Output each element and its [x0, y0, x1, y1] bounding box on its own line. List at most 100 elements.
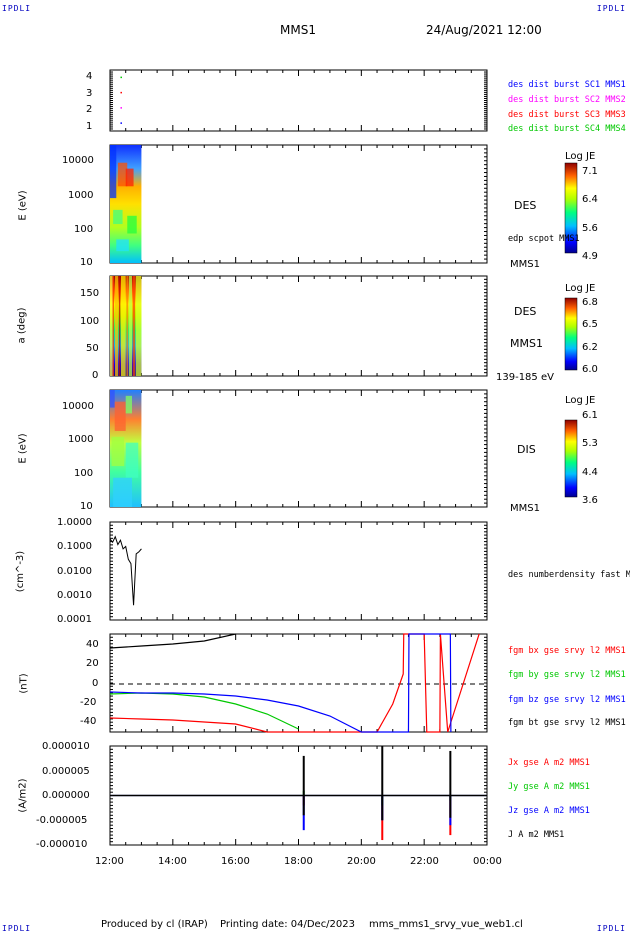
- des-pitch-cell: [132, 276, 136, 376]
- des-energy-ytitle: E (eV): [17, 190, 29, 221]
- bfield-legend-bt: fgm bt gse srvy l2 MMS1: [508, 718, 626, 728]
- current-ytick-m5e-6: -0.000005: [36, 815, 88, 826]
- current-legend-j: J A m2 MMS1: [508, 830, 565, 840]
- x-tick-1800: 18:00: [284, 856, 313, 867]
- density-ytick-0001: 0.0010: [57, 590, 92, 601]
- des-pitch-mms1-label: MMS1: [510, 337, 543, 350]
- des-energy-ytick-1000: 1000: [68, 190, 94, 201]
- x-tick-1600: 16:00: [221, 856, 250, 867]
- irap-corner-bl: IPDLI: [2, 924, 32, 933]
- x-tick-0000: 00:00: [473, 856, 502, 867]
- dis-energy-cell: [111, 436, 125, 467]
- des-energy-cell: [110, 145, 117, 199]
- footer-filename: mms_mms1_srvy_vue_web1.cl: [369, 919, 523, 930]
- bfield-legend-by: fgm by gse srvy l2 MMS1: [508, 670, 626, 680]
- spacecraft-title: MMS1: [280, 23, 316, 37]
- dis-energy-ytick-10000: 10000: [62, 401, 94, 412]
- des-energy-cbar-tick-1: 6.4: [582, 194, 598, 205]
- burst-legend-sc2: des dist burst SC2 MMS2: [508, 95, 626, 105]
- current-ytitle: (A/m2): [17, 778, 29, 813]
- datetime-title: 24/Aug/2021 12:00: [426, 23, 542, 37]
- des-energy-label: DES: [514, 199, 537, 212]
- dis-energy-cell: [125, 442, 139, 478]
- burst-ytick-3: 3: [86, 88, 93, 99]
- current-ytick-1e-5: 0.000010: [42, 741, 90, 752]
- des-pitch-energy-range: 139-185 eV: [496, 372, 554, 383]
- bfield-ytick-m20: -20: [80, 697, 97, 708]
- des-pitch-cbar-tick-3: 6.0: [582, 364, 598, 375]
- frame-desE: [109, 144, 488, 264]
- bfield-ytitle: (nT): [18, 673, 30, 694]
- des-energy-cell: [117, 162, 128, 187]
- dis-energy-ytick-10: 10: [80, 501, 93, 512]
- bfield-line: [109, 633, 236, 649]
- burst-legend-sc3: des dist burst SC3 MMS3: [508, 110, 626, 120]
- burst-legend-sc1: des dist burst SC1 MMS1: [508, 80, 626, 90]
- bfield-line: [109, 692, 299, 730]
- footer-produced: Produced by cl (IRAP): [101, 919, 208, 930]
- burst-point: [120, 122, 122, 124]
- bfield-ytick-40: 40: [86, 639, 99, 650]
- des-pitch-ytick-50: 50: [86, 343, 99, 354]
- des-pitch-cbar-tick-0: 6.8: [582, 297, 598, 308]
- density-ytick-01: 0.1000: [57, 541, 92, 552]
- dis-energy-label: DIS: [517, 443, 536, 456]
- des-pitch-cbar-tick-2: 6.2: [582, 342, 598, 353]
- dis-energy-cbar-title: Log JE: [565, 395, 596, 406]
- des-pitch-cbar-title: Log JE: [565, 283, 596, 294]
- dis-energy-ytick-100: 100: [74, 468, 94, 479]
- burst-point: [120, 107, 122, 109]
- des-pitch-cell: [135, 276, 142, 376]
- current-legend-jz: Jz gse A m2 MMS1: [508, 806, 590, 816]
- density-ytitle: (cm^-3): [15, 550, 27, 593]
- des-energy-mms1-label: MMS1: [510, 259, 540, 270]
- dis-energy-cell: [125, 395, 132, 414]
- des-pitch-ytick-100: 100: [80, 316, 100, 327]
- density-legend: des numberdensity fast M: [508, 570, 630, 580]
- x-tick-1200: 12:00: [95, 856, 124, 867]
- frame-dens: [109, 521, 488, 621]
- density-ytick-1: 1.0000: [57, 517, 92, 528]
- des-energy-cell: [125, 168, 134, 187]
- bfield-ytick-m40: -40: [80, 716, 97, 727]
- irap-corner-tr: IPDLI: [596, 4, 626, 13]
- footer-printing-date: Printing date: 04/Dec/2023: [220, 919, 356, 930]
- des-energy-scpot-label: edp scpot MMS1: [508, 234, 580, 244]
- current-legend-jx: Jx gse A m2 MMS1: [508, 758, 590, 768]
- chart-marks: [109, 76, 578, 841]
- bfield-ytick-20: 20: [86, 658, 99, 669]
- des-pitch-ytick-0: 0: [92, 370, 99, 381]
- des-pitch-ytitle: a (deg): [16, 307, 28, 344]
- bfield-line: [109, 633, 452, 733]
- x-tick-2200: 22:00: [410, 856, 439, 867]
- colorbar-desE: [564, 162, 578, 254]
- des-energy-cbar-title: Log JE: [565, 151, 596, 162]
- colorbar-desP: [564, 297, 578, 371]
- frame-burst: [109, 69, 488, 132]
- burst-point: [120, 91, 122, 94]
- des-pitch-cell: [110, 276, 113, 376]
- dis-energy-cbar-tick-1: 5.3: [582, 438, 598, 449]
- dis-energy-cbar-tick-3: 3.6: [582, 495, 598, 506]
- des-pitch-ytick-150: 150: [80, 288, 100, 299]
- des-energy-cell: [116, 239, 129, 252]
- dis-energy-ytick-1000: 1000: [68, 434, 94, 445]
- des-pitch-cell: [118, 276, 121, 376]
- des-energy-cbar-tick-0: 7.1: [582, 166, 598, 177]
- des-pitch-label: DES: [514, 305, 537, 318]
- irap-corner-br: IPDLI: [596, 924, 626, 933]
- des-energy-cbar-tick-2: 5.6: [582, 223, 598, 234]
- dis-energy-mms1-label: MMS1: [510, 503, 540, 514]
- des-pitch-cell: [115, 276, 119, 376]
- des-energy-ytick-10: 10: [80, 257, 93, 268]
- current-legend-jy: Jy gse A m2 MMS1: [508, 782, 590, 792]
- density-ytick-00001: 0.0001: [57, 614, 92, 625]
- des-energy-cell: [113, 209, 123, 225]
- frame-desP: [109, 275, 488, 377]
- des-energy-ytick-100: 100: [74, 224, 94, 235]
- bfield-legend-bz: fgm bz gse srvy l2 MMS1: [508, 695, 626, 705]
- burst-point: [120, 76, 122, 79]
- dis-energy-cbar-tick-2: 4.4: [582, 467, 598, 478]
- des-pitch-cbar-tick-1: 6.5: [582, 319, 598, 330]
